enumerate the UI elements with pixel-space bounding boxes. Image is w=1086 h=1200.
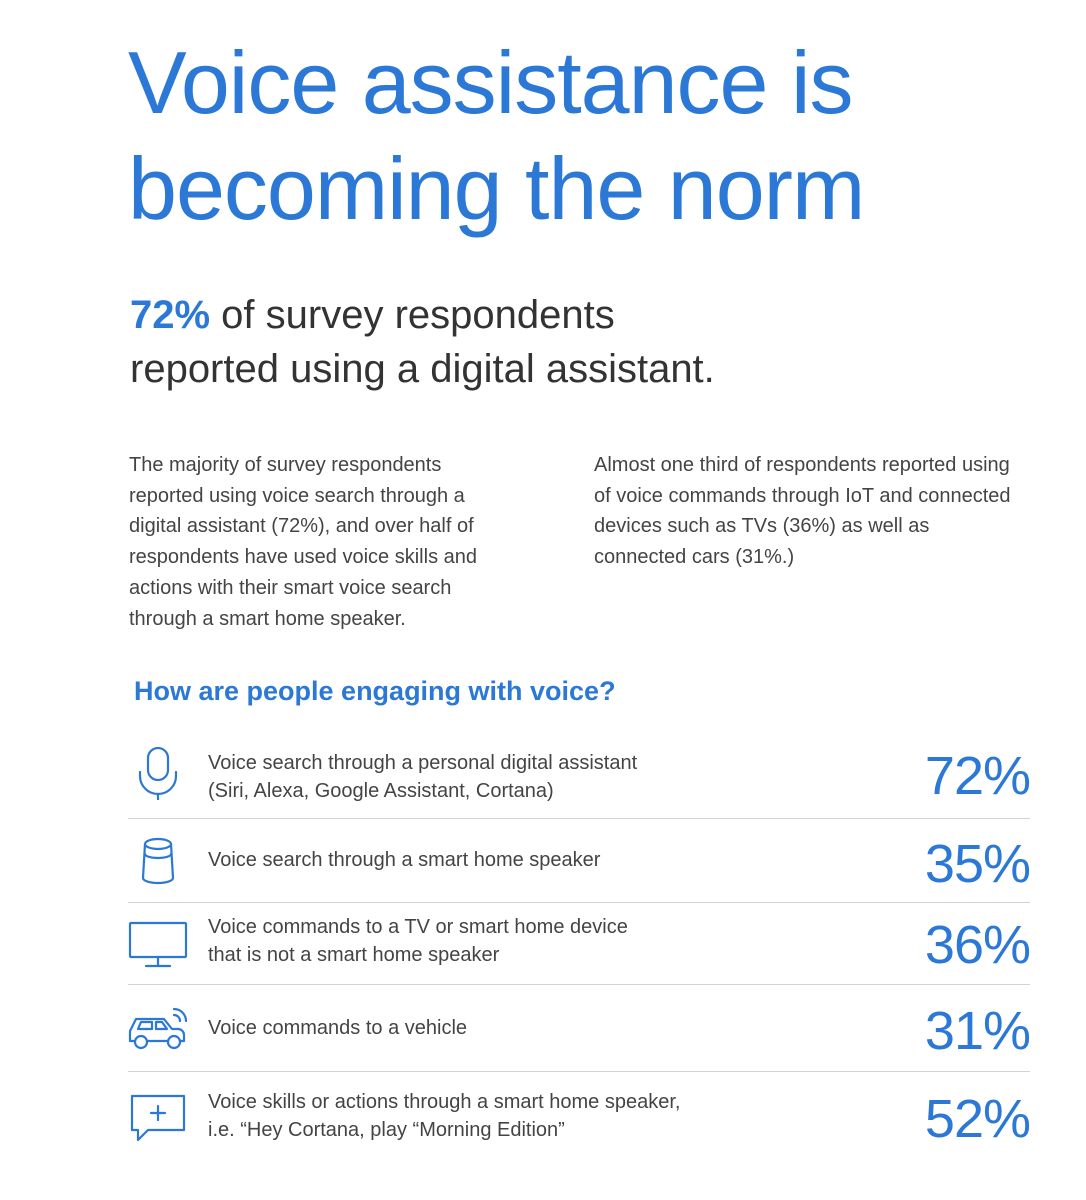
tv-icon: [128, 915, 188, 975]
stat-row: Voice search through a personal digital …: [128, 736, 1031, 819]
subtitle: 72% of survey respondents reported using…: [130, 288, 890, 396]
stat-row: Voice commands to a vehicle 31%: [128, 985, 1031, 1072]
stat-label-line-1: Voice commands to a vehicle: [208, 1017, 468, 1039]
stat-value: 52%: [924, 1089, 1031, 1149]
chat-plus-icon: [128, 1092, 188, 1152]
smart-speaker-icon: [128, 832, 188, 892]
title-line-2: becoming the norm: [128, 139, 865, 238]
stat-label: Voice skills or actions through a smart …: [208, 1088, 768, 1144]
stat-label-line-1: Voice search through a smart home speake…: [208, 849, 601, 871]
stat-row: Voice skills or actions through a smart …: [128, 1072, 1031, 1166]
paragraph-left: The majority of survey respondents repor…: [129, 454, 477, 630]
stat-label-line-2: i.e. “Hey Cortana, play “Morning Edition…: [208, 1119, 565, 1141]
section-heading: How are people engaging with voice?: [134, 676, 616, 706]
stat-value: 31%: [924, 1001, 1031, 1061]
paragraph-right: Almost one third of respondents reported…: [594, 454, 1011, 569]
stat-label-line-2: that is not a smart home speaker: [208, 944, 500, 966]
stat-label-line-1: Voice commands to a TV or smart home dev…: [208, 916, 628, 938]
stats-list: Voice search through a personal digital …: [128, 736, 1031, 1166]
subtitle-line-2: reported using a digital assistant.: [130, 347, 715, 391]
stat-label: Voice commands to a vehicle: [208, 1014, 768, 1042]
stat-label-line-1: Voice skills or actions through a smart …: [208, 1091, 681, 1113]
microphone-icon: [128, 740, 188, 800]
stat-label-line-2: (Siri, Alexa, Google Assistant, Cortana): [208, 780, 554, 802]
stat-label: Voice search through a personal digital …: [208, 749, 768, 805]
stat-row: Voice search through a smart home speake…: [128, 819, 1031, 903]
stat-label: Voice commands to a TV or smart home dev…: [208, 913, 768, 969]
stat-row: Voice commands to a TV or smart home dev…: [128, 903, 1031, 985]
stat-value: 36%: [924, 915, 1031, 975]
stat-value: 35%: [924, 834, 1031, 894]
subtitle-rest-line-1: of survey respondents: [210, 293, 615, 337]
stat-label-line-1: Voice search through a personal digital …: [208, 752, 638, 774]
stat-value: 72%: [924, 746, 1031, 806]
title-line-1: Voice assistance is: [128, 33, 853, 132]
stat-label: Voice search through a smart home speake…: [208, 846, 768, 874]
connected-car-icon: [128, 999, 188, 1059]
subtitle-highlight: 72%: [130, 293, 211, 337]
page-title: Voice assistance is becoming the norm: [128, 30, 1028, 242]
